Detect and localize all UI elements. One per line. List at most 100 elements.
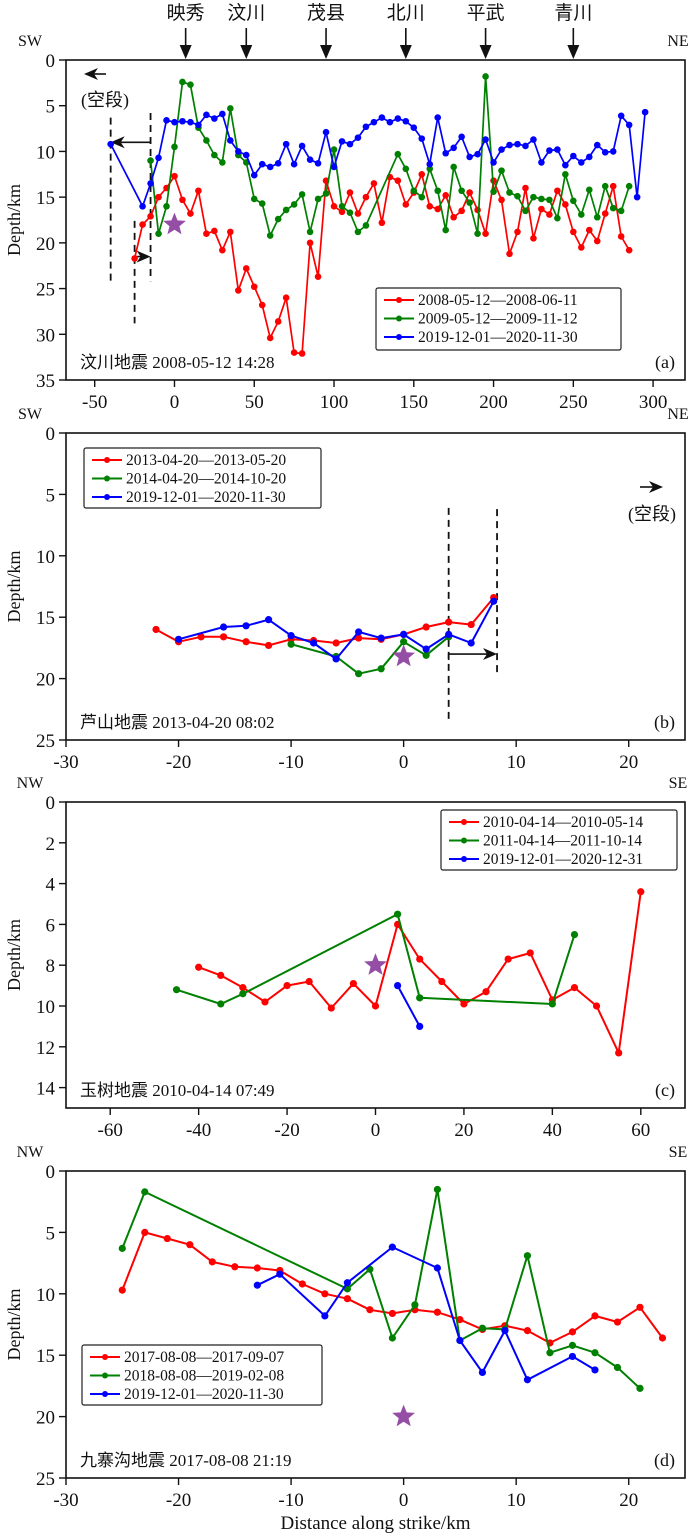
data-point: [593, 213, 601, 221]
plot-frame: [65, 432, 686, 741]
data-point: [258, 200, 266, 207]
data-point: [554, 187, 561, 195]
data-point: [362, 123, 370, 131]
data-point: [482, 988, 490, 996]
legend-entry: 2017-08-08—2017-09-07: [124, 1349, 284, 1366]
data-point: [287, 632, 295, 640]
data-point: [274, 318, 282, 325]
chart-panel-d: 0 5 10 15 20 25-30 -20 -10 0 10 20 Depth/km Distance…: [4, 1144, 687, 1534]
data-point: [155, 154, 162, 162]
data-point: [523, 1252, 532, 1260]
data-point: [171, 118, 178, 126]
x-tick-label: 150: [400, 392, 429, 413]
data-point: [442, 192, 449, 199]
data-point: [422, 645, 430, 653]
data-point: [131, 255, 138, 262]
data-point: [482, 73, 489, 80]
data-point: [422, 623, 430, 631]
data-point: [314, 273, 322, 280]
gap-arrow-head: [136, 250, 151, 263]
legend-entry: 2011-04-14—2011-10-14: [483, 833, 642, 850]
data-point: [242, 151, 250, 159]
earthquake-annotation: 汶川地震 2008-05-12 14:28: [80, 353, 275, 372]
data-point: [366, 1306, 374, 1314]
data-point: [442, 226, 449, 234]
y-tick-label: 10: [36, 547, 55, 568]
direction-label-left: SW: [18, 406, 43, 423]
data-point: [388, 1309, 396, 1318]
x-tick-label: 10: [507, 752, 526, 773]
y-tick-label: 12: [36, 1038, 55, 1059]
y-tick-label: 10: [36, 142, 55, 163]
data-point: [450, 144, 457, 152]
data-point: [242, 622, 250, 630]
data-point: [371, 1002, 380, 1010]
x-tick-label: 20: [619, 1490, 638, 1511]
data-point: [250, 195, 258, 203]
y-tick-label: 6: [46, 915, 56, 936]
data-point: [227, 137, 234, 144]
data-point: [322, 190, 330, 197]
series-line: [178, 600, 495, 660]
x-tick-label: 200: [479, 392, 508, 413]
data-point: [434, 114, 442, 121]
data-point: [163, 202, 170, 210]
data-point: [467, 639, 475, 647]
chart-panel-a: 0 5 10 15 20 25 30 35 -50 0 50 100 150 200 250 300 Depth…: [4, 2, 689, 413]
legend-swatch-marker: [396, 315, 402, 322]
y-tick-label: 25: [36, 280, 55, 301]
x-tick-label: 50: [245, 392, 264, 413]
data-point: [514, 140, 521, 148]
legend-swatch-marker: [396, 297, 402, 303]
data-point: [163, 1234, 171, 1243]
y-tick-label: 0: [46, 793, 56, 814]
data-point: [498, 146, 505, 153]
data-point: [490, 597, 498, 605]
x-tick-label: -40: [186, 1120, 211, 1141]
y-tick-label: 14: [36, 1079, 56, 1100]
earthquake-annotation: 玉树地震 2010-04-14 07:49: [80, 1081, 275, 1100]
data-point: [478, 1368, 487, 1376]
data-point: [450, 213, 457, 221]
data-point: [197, 633, 205, 641]
data-point: [482, 136, 489, 143]
series-line: [256, 1246, 596, 1381]
data-point: [227, 105, 234, 112]
chart-panel-c: 0 2 4 6 8 10 12 14 -60 -40 -20 0 20 40 60 Depth/km NW SE 玉…: [4, 775, 687, 1141]
data-point: [219, 633, 228, 641]
town-label: 茂县: [307, 2, 345, 24]
data-point: [578, 244, 585, 251]
data-point: [591, 1349, 599, 1357]
direction-label-right: SE: [669, 1144, 688, 1161]
data-point: [217, 971, 225, 980]
data-point: [258, 301, 266, 309]
data-point: [266, 163, 274, 171]
data-point: [641, 108, 649, 116]
data-point: [258, 160, 266, 168]
data-point: [625, 182, 633, 190]
data-point: [394, 982, 402, 990]
data-point: [591, 1366, 599, 1374]
y-tick-label: 20: [36, 1408, 55, 1429]
data-point: [338, 208, 346, 216]
legend-swatch-marker: [104, 475, 110, 482]
data-point: [562, 161, 569, 169]
data-point: [298, 191, 306, 198]
data-point: [394, 115, 402, 122]
series-red: [152, 593, 498, 650]
data-point: [321, 1290, 329, 1298]
y-tick-label: 20: [36, 234, 55, 255]
town-arrow-head: [240, 45, 253, 59]
x-tick-label: 100: [320, 392, 349, 413]
data-point: [388, 1243, 396, 1251]
data-point: [562, 201, 569, 208]
data-point: [466, 189, 473, 196]
y-tick-label: 30: [36, 325, 55, 346]
data-point: [506, 141, 513, 149]
data-point: [490, 188, 497, 195]
legend-box: [440, 809, 678, 871]
data-point: [276, 1270, 284, 1278]
data-point: [426, 160, 434, 168]
data-point: [330, 146, 338, 153]
